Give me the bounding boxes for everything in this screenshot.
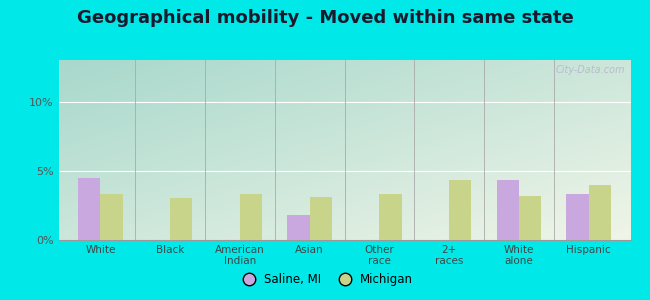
Text: City-Data.com: City-Data.com bbox=[555, 65, 625, 75]
Bar bbox=[309, 197, 332, 240]
Text: Geographical mobility - Moved within same state: Geographical mobility - Moved within sam… bbox=[77, 9, 573, 27]
Bar bbox=[497, 181, 519, 240]
Bar bbox=[566, 194, 589, 240]
Bar bbox=[78, 178, 100, 240]
Bar bbox=[100, 194, 123, 240]
Bar bbox=[287, 215, 309, 240]
Bar bbox=[449, 181, 471, 240]
Bar bbox=[589, 184, 611, 240]
Bar bbox=[240, 194, 262, 240]
Bar bbox=[170, 199, 192, 240]
Bar bbox=[380, 194, 402, 240]
Legend: Saline, MI, Michigan: Saline, MI, Michigan bbox=[232, 269, 418, 291]
Bar bbox=[519, 196, 541, 240]
